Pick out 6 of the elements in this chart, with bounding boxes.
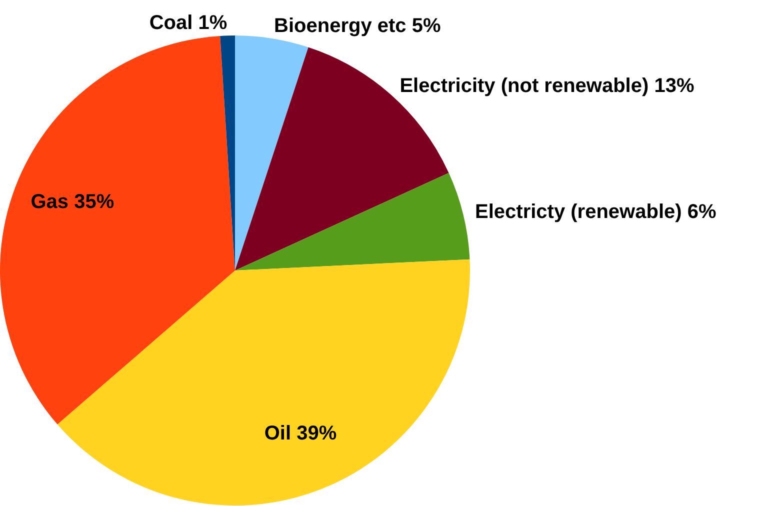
slice-label: Electricty (renewable) 6% (475, 200, 716, 223)
slice-label: Oil 39% (264, 422, 337, 445)
slice-label: Gas 35% (30, 190, 114, 213)
slice-label: Bioenergy etc 5% (274, 15, 441, 38)
slice-label: Coal 1% (149, 12, 228, 34)
slice-label: Electricity (not renewable) 13% (400, 74, 694, 97)
